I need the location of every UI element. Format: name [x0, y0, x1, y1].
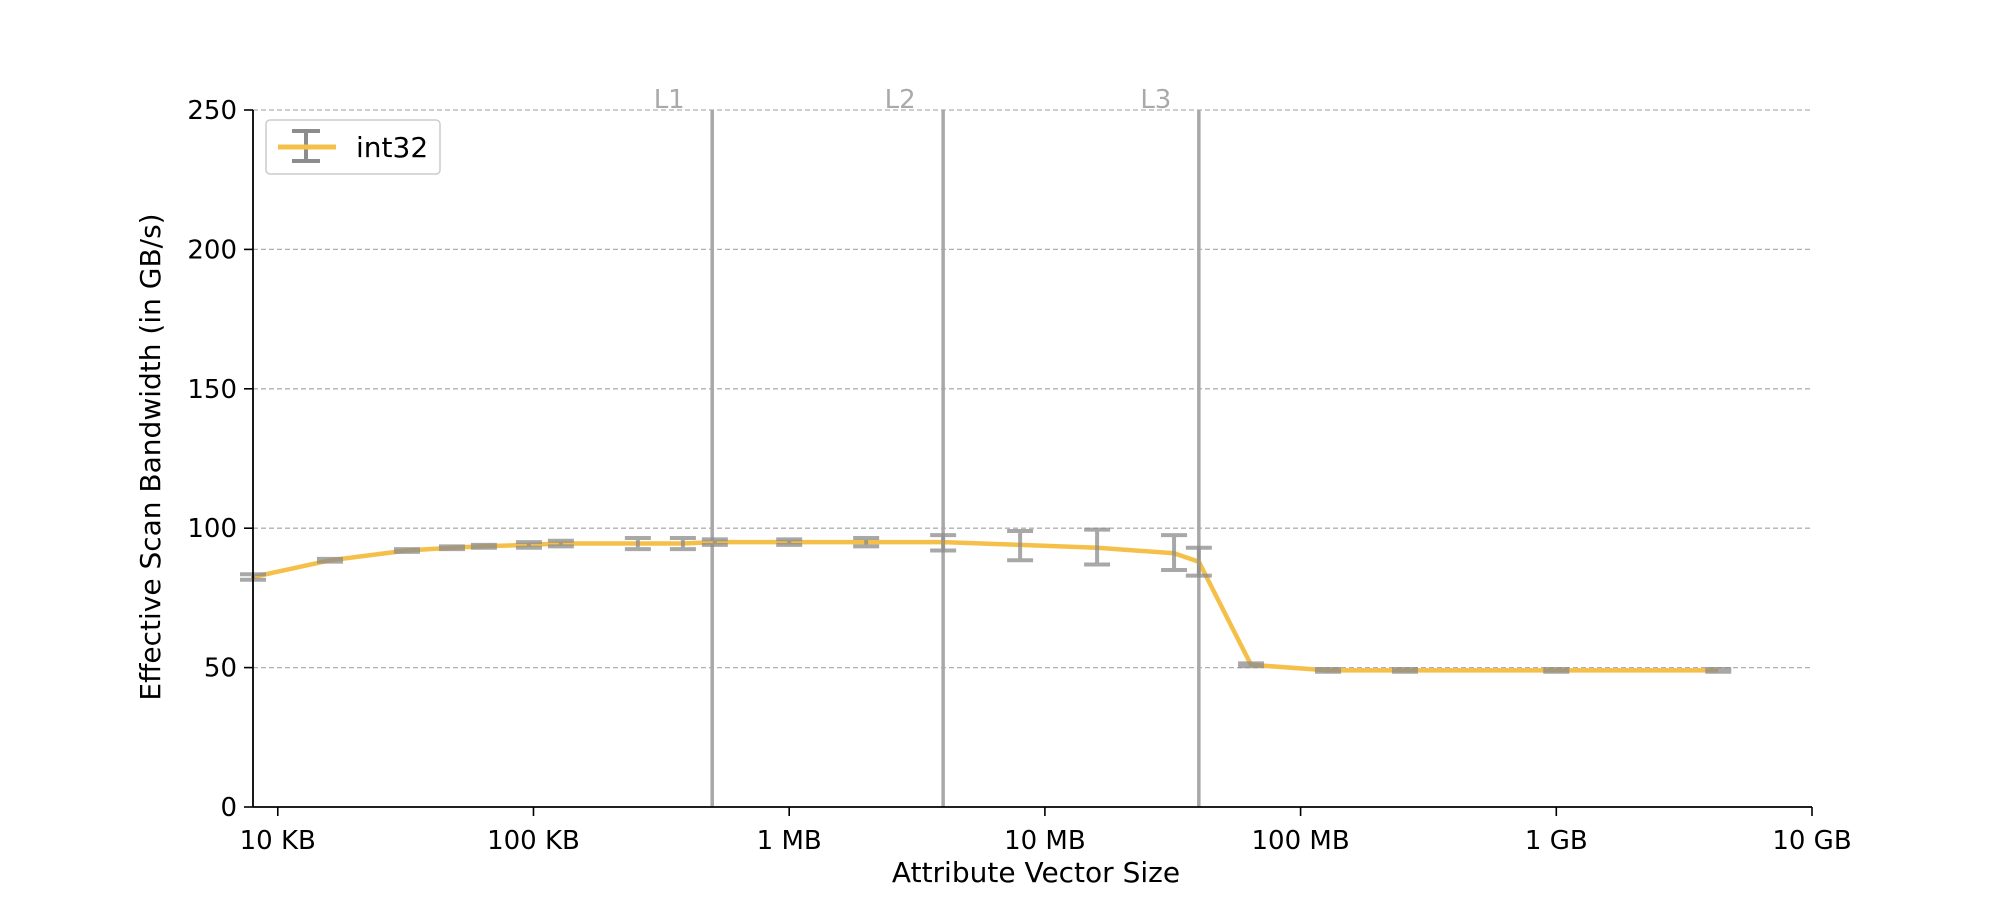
tick-labels: 0 50 100 150 200 250 10 KB 100 KB 1 MB 10 MB 100 M…: [187, 96, 1851, 856]
gridlines: [253, 109, 1812, 669]
series-int32: [240, 527, 1732, 674]
x-axis-title: Attribute Vector Size: [892, 856, 1180, 889]
x-tick-label: 10 KB: [240, 826, 316, 856]
error-bar: [547, 538, 574, 549]
legend-swatch-int32: [278, 129, 336, 163]
error-bar: [1315, 666, 1342, 674]
y-tick-label: 150: [187, 375, 237, 405]
error-bar: [1543, 666, 1570, 674]
x-tick-label: 100 MB: [1252, 826, 1350, 856]
error-bar: [930, 533, 957, 553]
error-bar: [1705, 666, 1732, 674]
error-bar: [470, 542, 497, 550]
axes: [244, 109, 1813, 816]
error-bar: [1391, 666, 1418, 674]
y-tick-label: 50: [204, 654, 237, 684]
cache-label-l1: L1: [654, 85, 685, 115]
error-bar: [853, 535, 880, 549]
y-tick-label: 0: [220, 793, 237, 823]
y-axis-title: Effective Scan Bandwidth (in GB/s): [134, 213, 167, 700]
cache-label-l2: L2: [885, 85, 916, 115]
error-bar: [776, 537, 803, 547]
error-bar: [669, 535, 696, 552]
x-tick-label: 10 GB: [1772, 826, 1851, 856]
series-line-int32: [252, 539, 1719, 673]
cache-label-l3: L3: [1140, 85, 1171, 115]
error-bar: [1161, 533, 1188, 573]
error-bar: [393, 547, 420, 554]
x-tick-label: 10 MB: [1004, 826, 1086, 856]
legend: int32: [265, 119, 441, 175]
x-tick-label: 1 MB: [757, 826, 822, 856]
legend-label-int32: int32: [356, 131, 428, 164]
error-bar: [1238, 661, 1265, 669]
error-bar: [1185, 545, 1212, 578]
error-bar: [438, 544, 465, 552]
cache-boundaries: L1 L2 L3: [654, 85, 1201, 807]
error-bar: [1007, 528, 1034, 563]
y-tick-label: 200: [187, 235, 237, 265]
error-bar: [624, 535, 651, 552]
x-tick-label: 100 KB: [487, 826, 580, 856]
error-bar: [701, 537, 728, 547]
x-tick-label: 1 GB: [1525, 826, 1588, 856]
error-bar: [316, 556, 343, 564]
error-bar: [1084, 527, 1111, 567]
y-tick-label: 250: [187, 96, 237, 126]
y-tick-label: 100: [187, 514, 237, 544]
error-bar: [515, 540, 542, 550]
